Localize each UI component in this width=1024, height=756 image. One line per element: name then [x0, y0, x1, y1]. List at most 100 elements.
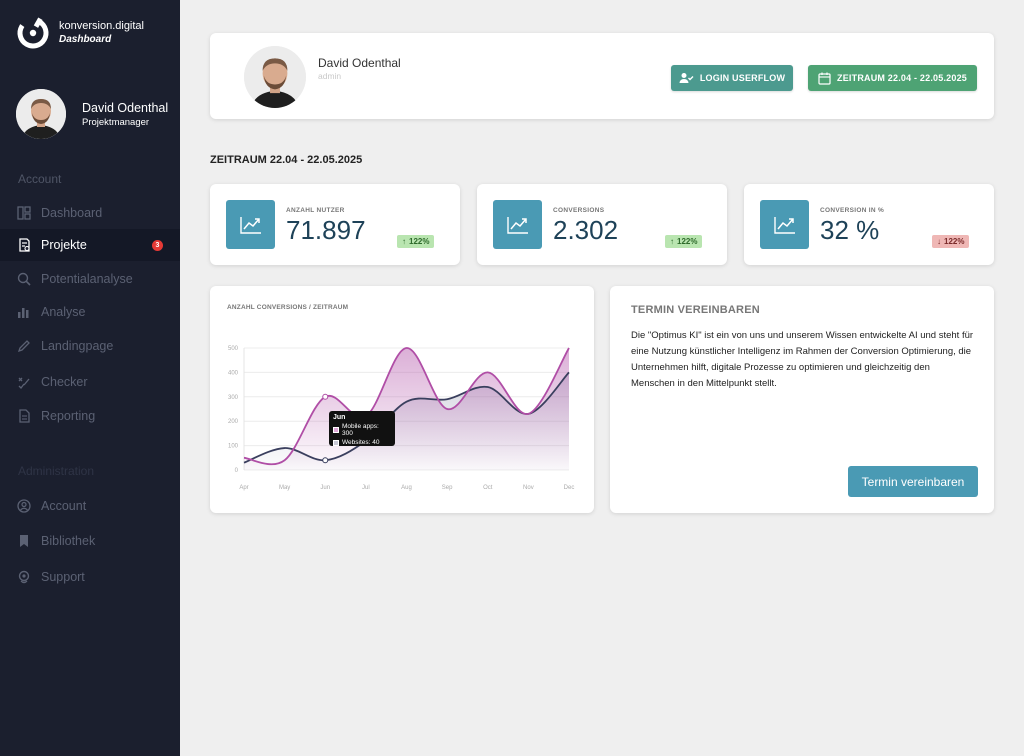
- book-appointment-button[interactable]: Termin vereinbaren: [848, 466, 978, 497]
- stat-change-badge: ↑ 122%: [665, 235, 703, 248]
- sidebar-item-reporting[interactable]: Reporting: [0, 400, 180, 432]
- conversions-chart[interactable]: 0 100 200 300 400 500 Apr May Jun Jul Aug Sep Oct Nov…: [210, 286, 594, 513]
- header-card: David Odenthal admin LOGIN USERFLOW ZEIT…: [210, 33, 994, 119]
- series-line-websites[interactable]: [243, 371, 570, 464]
- legend-swatch: [333, 439, 339, 446]
- legend-swatch: [333, 427, 339, 433]
- user-circle-icon: [16, 499, 31, 514]
- arrow-up-icon: ↑: [670, 237, 674, 246]
- y-tick-label: 400: [228, 370, 239, 376]
- stat-change-value: 122%: [677, 237, 698, 246]
- brand-name: konversion.digital: [59, 20, 144, 32]
- stat-card-conversion-rate: CONVERSION IN % 32 % ↓ 122%: [744, 184, 994, 265]
- brand-subtitle: Dashboard: [59, 34, 112, 45]
- sidebar-item-potentialanalyse[interactable]: Potentialanalyse: [0, 263, 180, 295]
- profile-role: Projektmanager: [82, 116, 150, 128]
- projects-icon: [16, 238, 31, 253]
- stat-label: CONVERSION IN %: [820, 207, 885, 214]
- period-title: ZEITRAUM 22.04 - 22.05.2025: [210, 154, 363, 166]
- date-range-label: ZEITRAUM 22.04 - 22.05.2025: [837, 73, 967, 83]
- notification-badge: 3: [152, 240, 163, 251]
- login-userflow-label: LOGIN USERFLOW: [699, 73, 786, 83]
- sidebar-item-label: Support: [41, 570, 85, 584]
- stat-value: 71.897: [286, 215, 366, 245]
- sidebar-item-label: Dashboard: [41, 206, 103, 220]
- stat-change-badge: ↑ 122%: [397, 235, 435, 248]
- sidebar-profile[interactable]: David Odenthal Projektmanager: [16, 89, 168, 139]
- data-point-marker[interactable]: [322, 393, 329, 400]
- y-tick-label: 500: [228, 346, 239, 352]
- appointment-card: TERMIN VEREINBAREN Die "Optimus KI" ist …: [610, 286, 994, 513]
- header-user-name: David Odenthal: [318, 56, 401, 70]
- x-tick-label: Nov: [523, 485, 534, 491]
- stat-change-badge: ↓ 122%: [932, 235, 970, 248]
- calendar-icon: [818, 72, 831, 85]
- tooltip-title: Jun: [333, 414, 346, 421]
- chart-title: ANZAHL CONVERSIONS / ZEITRAUM: [227, 304, 349, 311]
- stat-change-value: 122%: [944, 237, 965, 246]
- tooltip-row-text: Websites: 40: [342, 439, 380, 446]
- y-tick-label: 0: [235, 468, 239, 474]
- x-tick-label: Apr: [239, 485, 248, 491]
- sidebar-item-projekte[interactable]: Projekte 3: [0, 229, 180, 261]
- sidebar-item-landingpage[interactable]: Landingpage: [0, 330, 180, 362]
- data-point-marker[interactable]: [322, 457, 329, 464]
- sidebar-item-dashboard[interactable]: Dashboard: [0, 197, 180, 229]
- avatar: [244, 46, 306, 108]
- brand[interactable]: konversion.digital Dashboard: [16, 16, 144, 50]
- stat-change-value: 122%: [409, 237, 430, 246]
- sidebar-item-label: Potentialanalyse: [41, 272, 133, 286]
- arrow-up-icon: ↑: [402, 237, 406, 246]
- y-tick-label: 100: [228, 444, 239, 450]
- sidebar-item-label: Checker: [41, 375, 88, 389]
- sidebar-item-analyse[interactable]: Analyse: [0, 296, 180, 328]
- x-tick-label: Sep: [442, 485, 453, 491]
- bar-chart-icon: [16, 305, 31, 320]
- x-tick-label: Oct: [483, 485, 493, 491]
- trend-chart-icon: [493, 200, 542, 249]
- stat-card-conversions: CONVERSIONS 2.302 ↑ 122%: [477, 184, 727, 265]
- sidebar-item-label: Account: [41, 499, 87, 513]
- series-area-mobile-apps: [244, 347, 569, 470]
- profile-name: David Odenthal: [82, 100, 169, 115]
- stat-value: 32 %: [820, 215, 880, 245]
- dashboard-icon: [16, 206, 31, 221]
- stat-label: ANZAHL NUTZER: [286, 207, 345, 214]
- header-user-role: admin: [318, 71, 342, 81]
- tooltip-row: Mobile apps: 300: [333, 423, 391, 437]
- sidebar-item-checker[interactable]: Checker: [0, 366, 180, 398]
- user-check-icon: [679, 72, 694, 84]
- series-line-mobile-apps[interactable]: [243, 347, 570, 466]
- sidebar-section-account: Account: [18, 172, 62, 186]
- appointment-title: TERMIN VEREINBAREN: [631, 304, 760, 316]
- sidebar-item-label: Bibliothek: [41, 534, 96, 548]
- trend-chart-icon: [760, 200, 809, 249]
- sidebar-section-administration: Administration: [18, 464, 95, 478]
- x-tick-label: Dec: [564, 485, 575, 491]
- stat-label: CONVERSIONS: [553, 207, 605, 214]
- checker-icon: [16, 375, 31, 390]
- sidebar-item-label: Analyse: [41, 305, 86, 319]
- chart-card: ANZAHL CONVERSIONS / ZEITRAUM 0 100 200 300…: [210, 286, 594, 513]
- sidebar-item-support[interactable]: Support: [0, 561, 180, 593]
- arrow-down-icon: ↓: [937, 237, 941, 246]
- support-icon: [16, 570, 31, 585]
- x-tick-label: Aug: [401, 485, 412, 491]
- date-range-button[interactable]: ZEITRAUM 22.04 - 22.05.2025: [808, 65, 977, 91]
- tooltip-row: Websites: 40: [333, 439, 391, 446]
- appointment-text: Die "Optimus KI" ist ein von uns und uns…: [631, 330, 974, 389]
- tooltip-row-text: Mobile apps: 300: [341, 423, 379, 437]
- document-icon: [16, 409, 31, 424]
- login-userflow-button[interactable]: LOGIN USERFLOW: [671, 65, 793, 91]
- sidebar-item-label: Reporting: [41, 409, 96, 423]
- edit-icon: [16, 339, 31, 354]
- x-tick-label: Jun: [320, 485, 330, 491]
- y-tick-label: 200: [228, 419, 239, 425]
- sidebar-item-bibliothek[interactable]: Bibliothek: [0, 525, 180, 557]
- x-tick-label: Jul: [362, 485, 370, 491]
- sidebar-item-label: Projekte: [41, 238, 87, 252]
- trend-chart-icon: [226, 200, 275, 249]
- search-icon: [16, 272, 31, 287]
- x-tick-label: May: [279, 485, 290, 491]
- sidebar-item-account[interactable]: Account: [0, 490, 180, 522]
